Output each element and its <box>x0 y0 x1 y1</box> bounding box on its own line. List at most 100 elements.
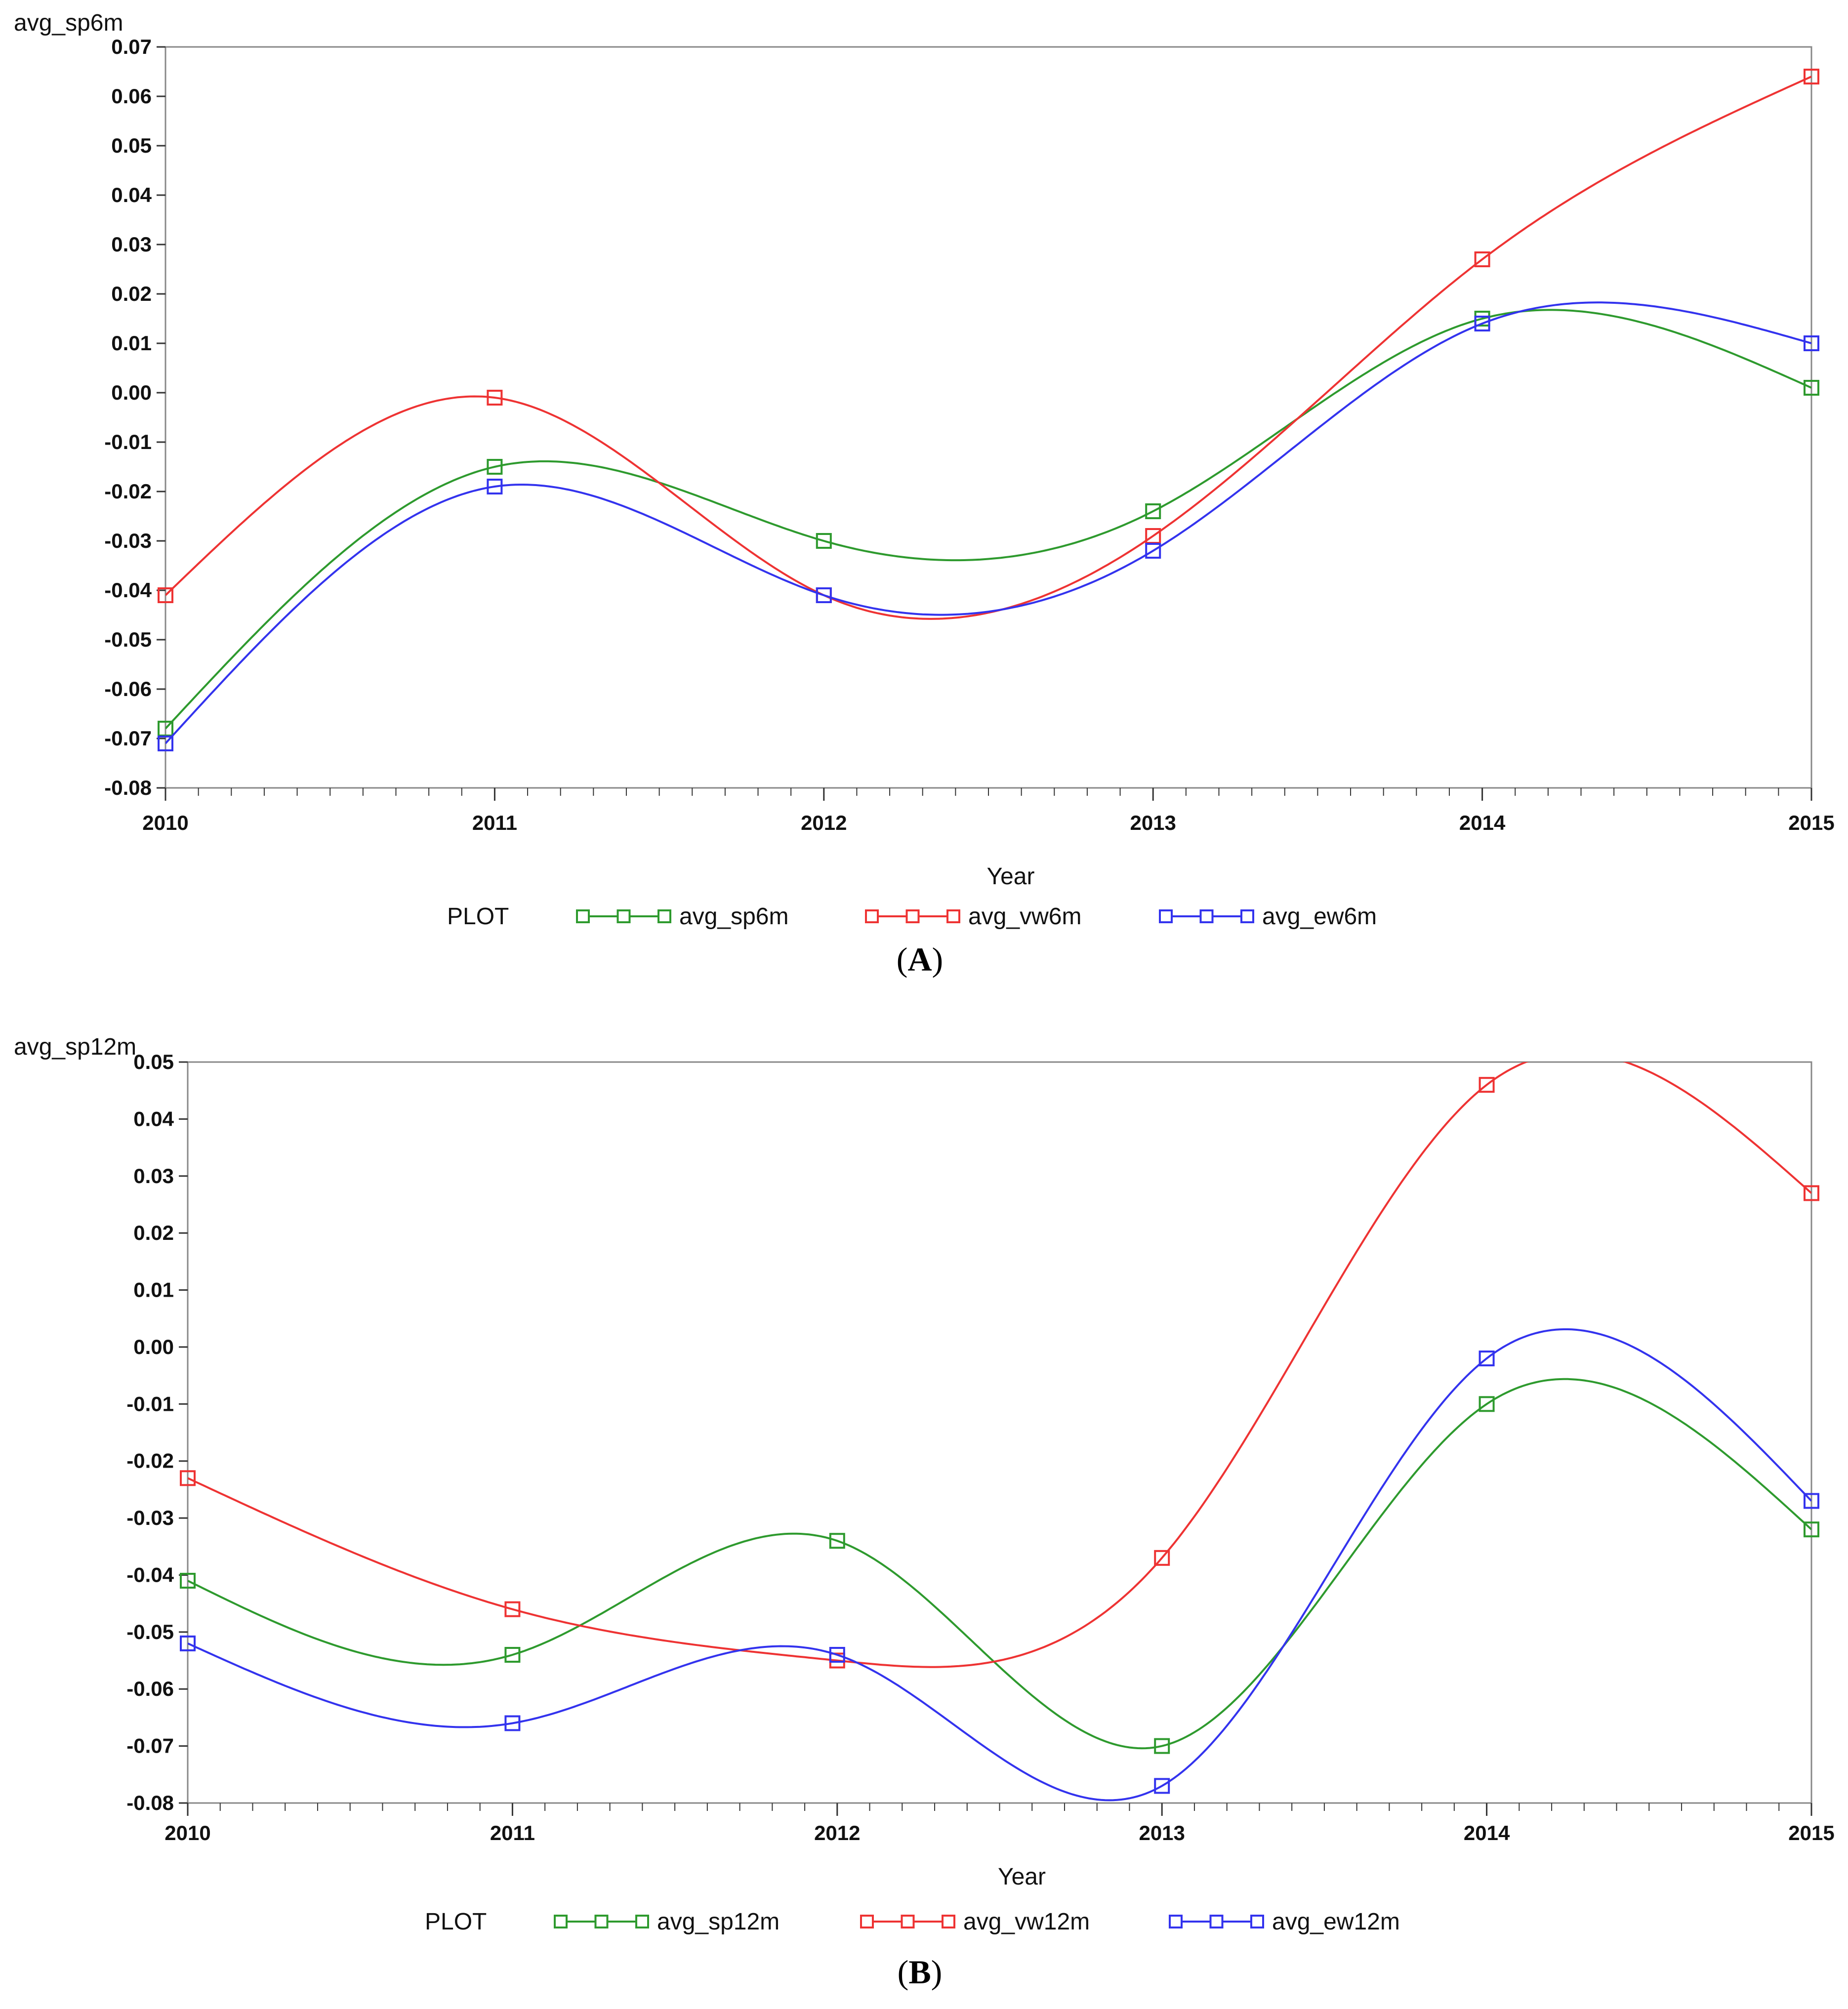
y-tick-label: -0.01 <box>104 430 152 453</box>
y-tick-label: -0.04 <box>126 1563 174 1586</box>
plot-frame <box>164 46 1812 789</box>
data-point-avg_sp6m <box>487 459 503 475</box>
x-tick-label: 2014 <box>1464 1821 1510 1845</box>
data-point-avg_ew12m <box>180 1635 196 1651</box>
x-tick-label: 2012 <box>814 1821 860 1845</box>
legend-marker <box>616 909 631 923</box>
y-tick-label: -0.04 <box>104 578 152 602</box>
x-axis-label: Year <box>998 1864 1046 1890</box>
caption-letter: B <box>908 1953 931 1991</box>
legend-marker <box>1209 1915 1224 1928</box>
y-tick-label: -0.05 <box>104 628 152 651</box>
data-point-avg_sp12m <box>1154 1738 1170 1754</box>
y-tick-label: 0.07 <box>111 35 152 58</box>
legend-marker <box>594 1915 609 1928</box>
data-point-avg_sp12m <box>1804 1521 1819 1538</box>
data-point-avg_vw6m <box>158 587 173 603</box>
data-point-avg_sp12m <box>1478 1396 1495 1412</box>
y-tick-label: -0.08 <box>126 1791 174 1814</box>
data-point-avg_ew12m <box>1804 1493 1819 1509</box>
y-axis-label: avg_sp6m <box>14 10 123 36</box>
y-tick-label: -0.06 <box>104 677 152 700</box>
data-point-avg_vw12m <box>1478 1077 1495 1093</box>
y-tick-label: -0.03 <box>104 529 152 552</box>
data-point-avg_sp6m <box>1145 503 1161 519</box>
data-point-avg_vw6m <box>487 390 503 406</box>
data-point-avg_ew6m <box>1804 335 1819 351</box>
data-point-avg_vw12m <box>1154 1550 1170 1566</box>
legend-title: PLOT <box>447 903 509 930</box>
x-tick-label: 2013 <box>1130 811 1176 834</box>
data-point-avg_ew12m <box>829 1647 845 1663</box>
data-point-avg_vw12m <box>1804 1185 1819 1201</box>
legend-entry-avg_ew12m: avg_ew12m <box>1272 1909 1400 1935</box>
plot-frame <box>187 1061 1812 1804</box>
data-point-avg_ew6m <box>487 479 503 494</box>
y-tick-label: 0.01 <box>133 1278 174 1302</box>
legend-marker <box>1169 1915 1183 1928</box>
y-tick-label: 0.00 <box>133 1335 174 1358</box>
x-tick-label: 2012 <box>801 811 847 834</box>
y-tick-label: 0.05 <box>111 134 152 157</box>
legend-entry-avg_ew6m: avg_ew6m <box>1262 903 1377 930</box>
y-tick-label: -0.03 <box>126 1506 174 1529</box>
legend-title: PLOT <box>425 1909 487 1935</box>
panel-caption: (B) <box>898 1953 943 1991</box>
x-tick-label: 2014 <box>1459 811 1506 834</box>
y-tick-label: -0.02 <box>126 1449 174 1473</box>
legend-marker <box>1199 909 1214 923</box>
series-line-avg_sp6m <box>165 309 1811 730</box>
data-point-avg_sp12m <box>504 1647 521 1663</box>
legend-marker <box>942 1915 955 1928</box>
panel-caption: (A) <box>897 941 943 978</box>
data-point-avg_sp12m <box>829 1533 845 1549</box>
legend-marker <box>1250 1915 1264 1928</box>
x-tick-label: 2013 <box>1139 1821 1185 1845</box>
y-tick-label: -0.05 <box>126 1620 174 1643</box>
y-tick-label: -0.06 <box>126 1677 174 1700</box>
legend: PLOT avg_sp12m avg_vw12m avg_ew12m <box>425 1909 1400 1935</box>
legend-marker <box>901 1915 915 1928</box>
caption-open-paren: ( <box>898 1953 909 1991</box>
legend-entry-avg_sp12m: avg_sp12m <box>657 1909 780 1935</box>
legend-marker <box>554 1915 568 1928</box>
y-tick-label: -0.02 <box>104 480 152 503</box>
y-tick-label: 0.02 <box>111 282 152 305</box>
y-tick-label: 0.00 <box>111 381 152 404</box>
legend-marker <box>865 909 879 923</box>
x-tick-label: 2015 <box>1788 1821 1834 1845</box>
legend-marker <box>860 1915 874 1928</box>
data-point-avg_ew12m <box>504 1715 521 1731</box>
y-tick-label: 0.05 <box>133 1050 174 1073</box>
legend-entry-avg_sp6m: avg_sp6m <box>679 903 788 930</box>
y-tick-label: -0.01 <box>126 1392 174 1415</box>
x-tick-label: 2011 <box>472 811 517 834</box>
caption-letter: A <box>907 941 932 978</box>
series-line-avg_sp12m <box>188 1378 1811 1750</box>
data-point-avg_vw12m <box>180 1470 196 1486</box>
legend-marker <box>1159 909 1173 923</box>
x-tick-label: 2015 <box>1788 811 1834 834</box>
legend-marker <box>657 909 671 923</box>
y-tick-label: 0.03 <box>133 1164 174 1188</box>
legend-entry-avg_vw12m: avg_vw12m <box>963 1909 1090 1935</box>
series-line-avg_ew12m <box>188 1328 1811 1802</box>
legend-marker <box>576 909 590 923</box>
data-point-avg_ew12m <box>1154 1778 1170 1794</box>
y-axis-label: avg_sp12m <box>14 1034 136 1060</box>
caption-close-paren: ) <box>932 941 944 978</box>
x-tick-label: 2010 <box>142 811 188 834</box>
y-tick-label: -0.07 <box>104 727 152 750</box>
data-point-avg_vw12m <box>504 1601 521 1617</box>
x-tick-label: 2011 <box>490 1821 535 1845</box>
chart-panel-a: 0.07 0.06 0.05 0.04 0.03 0.02 0.01 0.00 -0.01 -0.… <box>14 10 1835 978</box>
caption-open-paren: ( <box>897 941 908 978</box>
x-axis-label: Year <box>987 863 1035 890</box>
data-point-avg_vw6m <box>1474 251 1490 267</box>
legend-entry-avg_vw6m: avg_vw6m <box>968 903 1081 930</box>
chart-panel-b: 0.05 0.04 0.03 0.02 0.01 0.00 -0.01 -0.02 -0.03 -… <box>14 1034 1835 1991</box>
series-line-avg_ew6m <box>165 301 1811 744</box>
x-tick-label: 2010 <box>164 1821 210 1845</box>
